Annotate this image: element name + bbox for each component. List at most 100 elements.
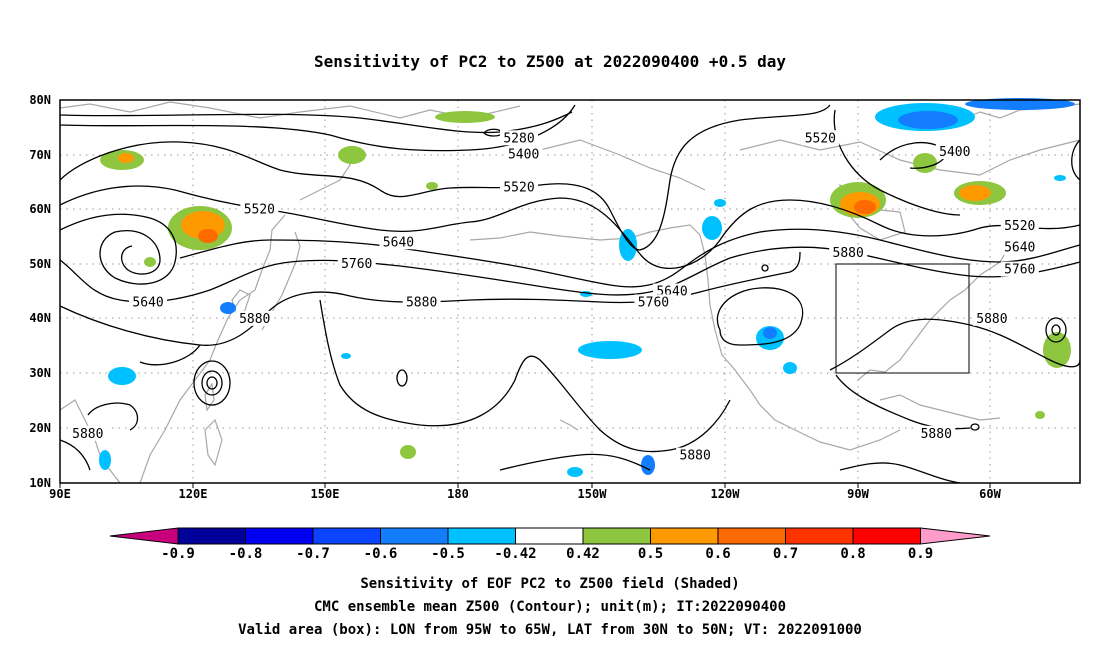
lat-tick-label: 80N <box>29 93 51 107</box>
colorbar-label: 0.7 <box>773 546 798 562</box>
contour-label-bg <box>676 447 715 463</box>
caption-line-3: Valid area (box): LON from 95W to 65W, L… <box>238 622 862 638</box>
contour-line-5640 <box>59 213 177 285</box>
coastline-hawaii <box>559 419 579 431</box>
caption-line-1: Sensitivity of EOF PC2 to Z500 field (Sh… <box>360 576 739 592</box>
lat-tick-label: 30N <box>29 366 51 380</box>
shade-positive-strong <box>118 153 134 163</box>
contour-label: 5520 <box>805 131 836 146</box>
lon-tick-label: 150W <box>578 487 608 501</box>
lon-tick-label: 120E <box>179 487 208 501</box>
shade-positive <box>426 182 438 190</box>
colorbar-label: -0.7 <box>296 546 330 562</box>
shade-positive-peak <box>854 200 876 214</box>
colorbar-segment <box>447 527 516 545</box>
figure-title: Sensitivity of PC2 to Z500 at 2022090400… <box>314 52 786 71</box>
contour-labels: 5280 5400 5400 5520 5520 5520 5520 5640 5640 5640… <box>68 130 1039 464</box>
contour-closed-low <box>1045 317 1067 343</box>
colorbar-label: -0.42 <box>494 546 536 562</box>
colorbar-segment <box>177 527 246 545</box>
contour-label-bg <box>129 294 168 310</box>
shade-positive <box>1043 332 1071 368</box>
shade-positive <box>400 445 416 459</box>
coastline-alaska-north <box>539 139 706 191</box>
shade-positive <box>144 257 156 267</box>
contour-label-bg <box>1000 217 1039 233</box>
contour-label: 5880 <box>239 312 270 327</box>
shade-negative <box>702 216 722 240</box>
contour-label: 5880 <box>833 246 864 261</box>
shade-negative <box>108 367 136 385</box>
shade-negative <box>99 450 111 470</box>
shade-negative <box>714 199 726 207</box>
lon-tick-labels: 90E 120E 150E 180 150W 120W 90W 60W <box>49 487 1001 501</box>
contour-label-bg <box>337 256 376 272</box>
contour-label: 5640 <box>132 295 163 310</box>
contour-label: 5760 <box>1004 263 1035 278</box>
contour-label-bg <box>1000 239 1039 255</box>
contour-closed <box>396 369 408 387</box>
contour-label: 5400 <box>939 145 970 160</box>
shade-positive <box>338 146 366 164</box>
colorbar-segment <box>785 527 854 545</box>
contour-label-bg <box>917 425 956 441</box>
colorbar-label: -0.5 <box>431 546 465 562</box>
contour-label-bg <box>500 130 538 146</box>
contour-label-bg <box>68 425 107 441</box>
contour-label: 5880 <box>72 427 103 442</box>
shade-negative <box>641 455 655 475</box>
colorbar-label: -0.6 <box>364 546 398 562</box>
lat-tick-label: 20N <box>29 421 51 435</box>
lon-tick-label: 90E <box>49 487 71 501</box>
lon-tick-label: 60W <box>979 487 1001 501</box>
lat-tick-labels: 80N 70N 60N 50N 40N 30N 20N 10N <box>29 93 51 490</box>
contour-label-bg <box>379 234 418 250</box>
shade-positive <box>913 153 937 173</box>
colorbar-segment <box>582 527 651 545</box>
shade-positive-peak <box>198 229 218 243</box>
colorbar: -0.9 -0.8 -0.7 -0.6 -0.5 -0.42 0.42 0.5 … <box>109 527 991 562</box>
shade-negative <box>1054 175 1066 181</box>
contour-label: 5880 <box>976 312 1007 327</box>
contour-label: 5760 <box>638 295 669 310</box>
shade-negative <box>619 229 637 261</box>
contour-closed-low <box>193 360 231 406</box>
contour-label: 5520 <box>1004 219 1035 234</box>
shade-positive <box>435 111 495 123</box>
shade-negative <box>783 362 797 374</box>
coastline-indochina <box>59 399 121 484</box>
map-frame <box>59 99 1081 484</box>
lon-tick-label: 120W <box>711 487 741 501</box>
contour-label: 5640 <box>383 235 414 250</box>
contour-label: 5760 <box>341 257 372 272</box>
contour-label-bg <box>972 310 1011 326</box>
colorbar-segment <box>650 527 719 545</box>
contour-closed <box>970 423 980 431</box>
shade-negative-strong <box>763 327 777 339</box>
colorbar-under-triangle <box>109 527 179 545</box>
contour-line <box>139 344 201 366</box>
colorbar-label: 0.9 <box>908 546 933 562</box>
contour-line-5760 <box>59 246 1081 303</box>
colorbar-segment <box>245 527 314 545</box>
contour-line <box>179 228 1081 288</box>
lat-tick-label: 60N <box>29 202 51 216</box>
contour-label: 5880 <box>406 295 437 310</box>
contour-line <box>59 111 573 134</box>
contour-label-bg <box>235 310 274 326</box>
contour-line <box>829 318 1081 371</box>
colorbar-segment <box>312 527 381 545</box>
contour-closed-low <box>201 370 223 396</box>
coastline-philippines <box>204 418 223 467</box>
contour-line <box>839 462 961 484</box>
contour-label: 5280 <box>503 131 534 146</box>
contour-label-bg <box>402 294 441 310</box>
contour-label: 5520 <box>244 202 275 217</box>
lon-tick-label: 150E <box>311 487 340 501</box>
shade-negative-strong <box>898 111 958 129</box>
lat-tick-label: 70N <box>29 148 51 162</box>
shade-negative <box>578 341 642 359</box>
lat-tick-label: 40N <box>29 311 51 325</box>
contour-line <box>319 299 731 453</box>
map-panel: 5280 5400 5400 5520 5520 5520 5520 5640 5640 5640… <box>59 98 1081 484</box>
